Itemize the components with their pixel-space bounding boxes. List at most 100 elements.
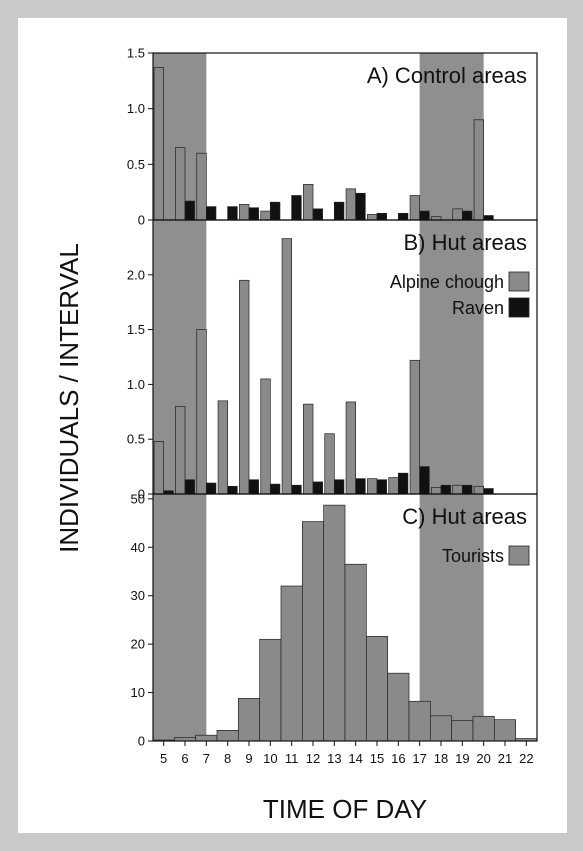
legend-label-2-1: Alpine chough <box>390 272 504 292</box>
bar-raven-2-6 <box>184 479 195 495</box>
bar-alpine-chough-2-18 <box>431 487 442 495</box>
bar-alpine-chough-2-20 <box>473 485 485 495</box>
bar-alpine-chough-1-6 <box>175 147 186 221</box>
bar-alpine-chough-1-20 <box>473 119 485 221</box>
bar-tourists-3-7 <box>195 734 218 742</box>
bar-alpine-chough-2-8 <box>217 400 229 495</box>
x-tick-label-18: 18 <box>434 751 448 766</box>
y-tick-label-3-4: 40 <box>131 540 145 555</box>
bar-raven-2-8 <box>227 485 238 495</box>
figure-frame: 0 0.5 1.0 1.5 A) Control areas 0 0.5 1.0 1.5 2.0 B… <box>18 18 567 833</box>
x-tick-label-11: 11 <box>285 751 299 766</box>
x-tick-label-8: 8 <box>224 751 231 766</box>
bar-raven-2-20 <box>483 488 494 495</box>
axes-layer <box>148 52 538 746</box>
bar-alpine-chough-1-19 <box>452 208 463 221</box>
bar-tourists-3-21 <box>493 719 517 742</box>
x-tick-label-10: 10 <box>263 751 277 766</box>
bar-alpine-chough-2-11 <box>281 238 293 495</box>
bar-tourists-3-19 <box>451 720 474 742</box>
y-tick-label-2-0: 0 <box>138 487 145 502</box>
x-axis-title: TIME OF DAY <box>263 794 427 824</box>
bar-tourists-3-18 <box>429 715 453 742</box>
y-tick-label-3-3: 30 <box>131 588 145 603</box>
x-tick-label-13: 13 <box>327 751 341 766</box>
y-tick-label-1-1: 0.5 <box>127 157 145 172</box>
y-tick-label-3-2: 20 <box>131 637 145 652</box>
bar-raven-2-13 <box>333 479 345 495</box>
bar-tourists-3-10 <box>259 638 282 742</box>
x-tick-label-9: 9 <box>245 751 252 766</box>
y-tick-label-3-0: 0 <box>138 734 145 749</box>
bar-raven-2-11 <box>291 484 302 495</box>
bar-raven-1-10 <box>269 201 281 221</box>
bar-raven-2-16 <box>397 472 409 495</box>
night-band-2-2 <box>419 220 484 494</box>
panel-title-3: C) Hut areas <box>402 504 527 529</box>
bar-alpine-chough-2-17 <box>409 359 421 495</box>
bar-alpine-chough-1-7 <box>196 152 207 221</box>
x-tick-label-22: 22 <box>519 751 533 766</box>
x-tick-label-14: 14 <box>348 751 362 766</box>
bar-tourists-3-17 <box>408 700 431 742</box>
bar-raven-1-12 <box>312 208 323 221</box>
bars-layer <box>152 67 538 742</box>
legend-swatch-3-1 <box>508 545 530 566</box>
bar-alpine-chough-1-10 <box>260 210 271 221</box>
bar-alpine-chough-2-19 <box>452 484 463 495</box>
panel-frame-3 <box>152 493 538 742</box>
bar-raven-1-17 <box>419 210 430 221</box>
bar-raven-2-7 <box>205 482 217 495</box>
bar-tourists-3-14 <box>344 563 367 742</box>
bar-tourists-3-12 <box>301 521 325 742</box>
chart-svg: 0 0.5 1.0 1.5 A) Control areas 0 0.5 1.0 1.5 2.0 B… <box>54 46 538 825</box>
bar-alpine-chough-1-9 <box>239 204 250 221</box>
bar-alpine-chough-2-15 <box>367 478 378 495</box>
bar-raven-1-13 <box>333 201 345 221</box>
legend-swatch-2-1 <box>508 271 530 292</box>
bar-alpine-chough-2-6 <box>175 405 186 495</box>
bar-tourists-3-13 <box>323 504 346 742</box>
y-tick-label-1-0: 0 <box>138 213 145 228</box>
bar-tourists-3-15 <box>365 636 389 742</box>
bar-alpine-chough-1-12 <box>303 184 314 221</box>
bar-tourists-3-9 <box>237 698 261 742</box>
bar-raven-2-14 <box>355 478 366 495</box>
bar-alpine-chough-2-5 <box>153 441 165 495</box>
bar-alpine-chough-2-10 <box>260 378 271 495</box>
x-tick-label-15: 15 <box>370 751 384 766</box>
night-band-1-2 <box>419 53 484 220</box>
x-tick-label-7: 7 <box>203 751 210 766</box>
bar-raven-2-15 <box>376 479 387 495</box>
x-tick-label-19: 19 <box>455 751 469 766</box>
legend-label-3-1: Tourists <box>442 546 504 566</box>
bar-tourists-3-11 <box>280 585 303 742</box>
x-tick-label-12: 12 <box>306 751 320 766</box>
y-axis-title: INDIVIDUALS / INTERVAL <box>54 243 84 553</box>
y-tick-label-2-2: 1.0 <box>127 377 145 392</box>
bar-alpine-chough-2-12 <box>303 403 314 495</box>
y-tick-label-2-4: 2.0 <box>127 267 145 282</box>
bar-raven-1-7 <box>205 206 217 221</box>
x-tick-label-6: 6 <box>181 751 188 766</box>
y-tick-label-2-1: 0.5 <box>127 432 145 447</box>
night-bands-layer <box>153 53 484 741</box>
bar-raven-1-9 <box>248 207 259 221</box>
legend-swatch-2-2 <box>508 297 530 318</box>
bar-alpine-chough-2-7 <box>196 329 207 495</box>
y-tick-label-3-1: 10 <box>131 685 145 700</box>
bar-raven-2-9 <box>248 479 259 495</box>
panel-title-2: B) Hut areas <box>404 230 528 255</box>
y-tick-label-3-5: 50 <box>131 491 145 506</box>
x-tick-label-21: 21 <box>498 751 512 766</box>
bar-alpine-chough-2-16 <box>388 477 399 495</box>
panel-title-1: A) Control areas <box>367 63 527 88</box>
y-tick-label-1-3: 1.5 <box>127 46 145 61</box>
bar-raven-2-19 <box>461 484 473 495</box>
bar-alpine-chough-2-13 <box>324 433 335 495</box>
bar-alpine-chough-1-5 <box>153 67 165 221</box>
text-layer: 0 0.5 1.0 1.5 A) Control areas 0 0.5 1.0 1.5 2.0 B… <box>54 46 534 825</box>
bar-alpine-chough-1-15 <box>367 214 378 221</box>
bar-raven-1-11 <box>291 195 302 221</box>
y-tick-label-2-3: 1.5 <box>127 322 145 337</box>
